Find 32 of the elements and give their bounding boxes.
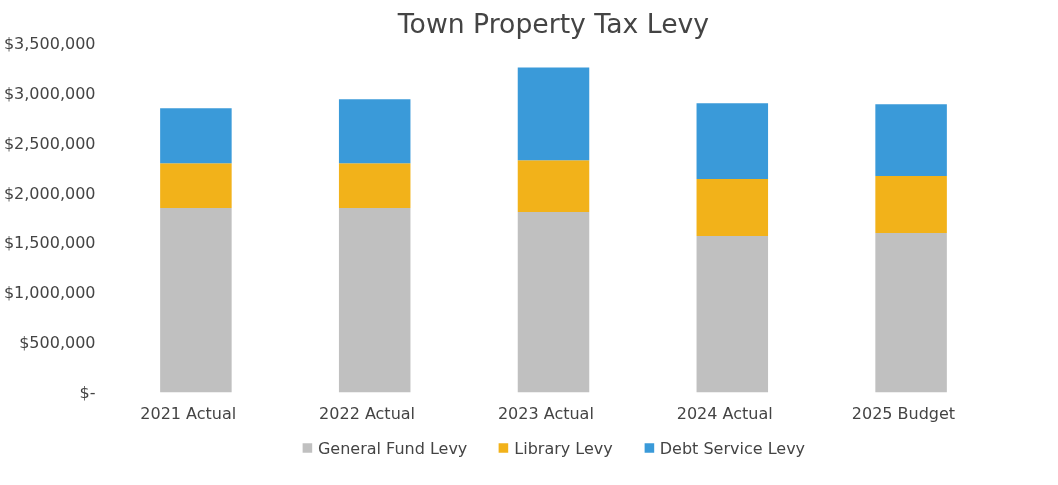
y-tick-label: $2,500,000 bbox=[3, 133, 96, 153]
bar bbox=[875, 232, 947, 393]
legend-label: Library Levy bbox=[514, 438, 613, 457]
x-tick-label: 2024 Actual bbox=[676, 403, 773, 423]
x-tick-label: 2023 Actual bbox=[497, 403, 594, 423]
y-tick-label: $3,500,000 bbox=[3, 34, 96, 53]
bar bbox=[338, 99, 411, 164]
y-tick-label: $1,500,000 bbox=[3, 233, 96, 253]
bar bbox=[160, 163, 232, 209]
bar bbox=[696, 179, 769, 236]
y-tick-label: $1,000,000 bbox=[3, 283, 96, 303]
bar bbox=[338, 208, 411, 393]
y-tick-label: $2,000,000 bbox=[3, 183, 96, 203]
y-tick-label: $500,000 bbox=[19, 333, 96, 353]
bar bbox=[338, 163, 411, 209]
bar bbox=[517, 160, 590, 213]
bar bbox=[517, 212, 590, 393]
legend-label: General Fund Levy bbox=[317, 438, 468, 457]
x-tick-label: 2021 Actual bbox=[140, 403, 237, 423]
x-tick-label: 2022 Actual bbox=[319, 403, 416, 423]
bar bbox=[875, 176, 947, 233]
bar bbox=[160, 208, 232, 393]
chart-title: Town Property Tax Levy bbox=[396, 7, 710, 39]
bar bbox=[160, 108, 232, 164]
bar bbox=[517, 67, 590, 161]
y-tick-label: $- bbox=[79, 383, 96, 402]
bar bbox=[696, 235, 769, 393]
bar bbox=[875, 104, 947, 177]
bar bbox=[696, 103, 769, 180]
legend-label: Debt Service Levy bbox=[659, 438, 806, 457]
y-tick-label: $3,000,000 bbox=[3, 83, 96, 103]
x-tick-label: 2025 Budget bbox=[851, 403, 956, 423]
